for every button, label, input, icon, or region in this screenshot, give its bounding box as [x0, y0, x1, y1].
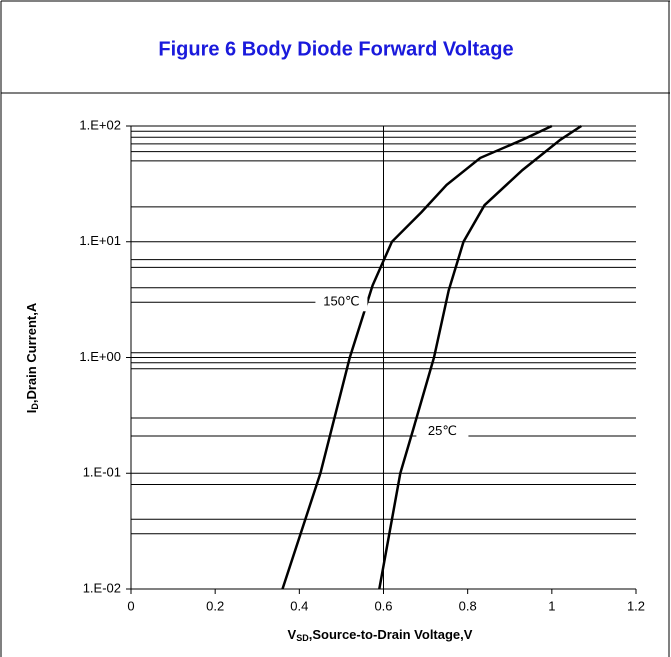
y-tick-label: 1.E-02	[83, 580, 121, 595]
x-axis-label: VSD,Source-to-Drain Voltage,V	[288, 627, 473, 643]
y-label-sub: D	[30, 403, 40, 410]
y-tick-label: 1.E+00	[79, 349, 121, 364]
y-axis-label: ID,Drain Current,A	[24, 302, 40, 413]
series-label: 150℃	[323, 294, 359, 309]
x-tick-label: 0.4	[290, 598, 308, 613]
series-label-bg	[416, 422, 469, 441]
series-line	[281, 124, 553, 590]
x-tick-label: 1.2	[627, 598, 645, 613]
y-tick-label: 1.E-01	[83, 465, 121, 480]
y-tick-label: 1.E+02	[79, 117, 121, 132]
series-label-bg	[315, 293, 368, 312]
x-tick-label: 0.2	[206, 598, 224, 613]
x-label-sub: SD	[296, 633, 309, 643]
x-label-main: V	[288, 627, 297, 642]
y-tick-label: 1.E+01	[79, 233, 121, 248]
x-tick-label: 0.8	[459, 598, 477, 613]
x-label-rest: ,Source-to-Drain Voltage,V	[309, 627, 473, 642]
chart-title: Figure 6 Body Diode Forward Voltage	[158, 38, 513, 60]
series-line	[378, 124, 582, 590]
x-tick-label: 1	[548, 598, 555, 613]
y-label-rest: ,Drain Current,A	[24, 302, 39, 403]
series-label: 25℃	[428, 423, 457, 438]
x-tick-label: 0.6	[374, 598, 392, 613]
x-tick-label: 0	[127, 598, 134, 613]
y-label-main: I	[24, 410, 39, 414]
